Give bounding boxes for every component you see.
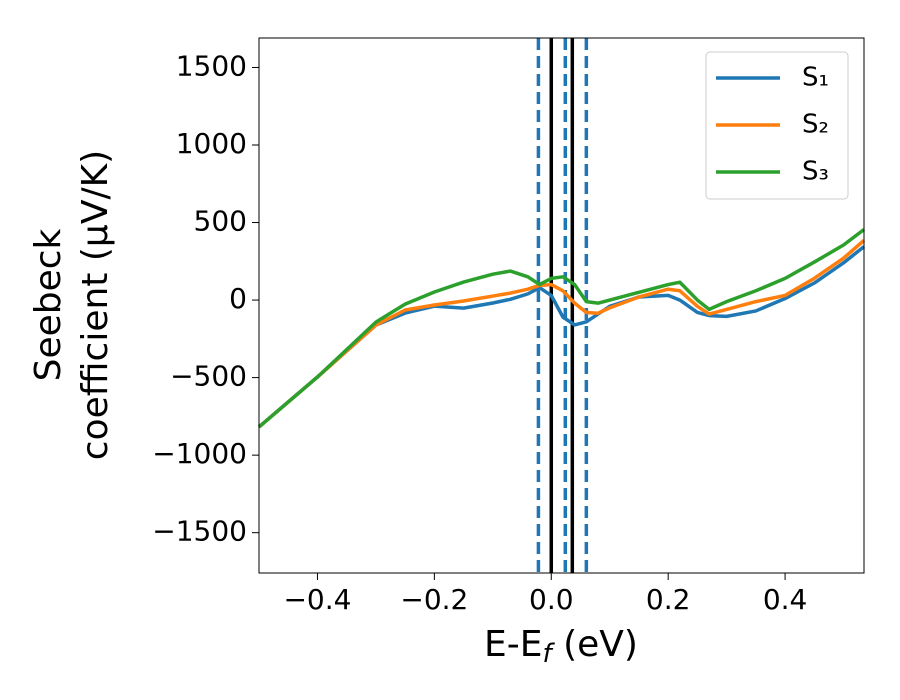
series-line xyxy=(257,239,866,429)
legend-label: S₃ xyxy=(802,157,829,187)
x-tick-label: 0.2 xyxy=(646,583,691,616)
x-tick-label: −0.2 xyxy=(400,583,468,616)
series-line xyxy=(257,245,866,429)
y-tick-label: 1500 xyxy=(176,49,247,82)
x-label-unit: (eV) xyxy=(552,624,638,665)
series-line xyxy=(257,228,866,429)
y-tick-label: −1000 xyxy=(152,437,247,470)
y-tick-label: −1500 xyxy=(152,515,247,548)
y-axis-label: coefficient (μV/K) xyxy=(75,150,116,460)
x-tick-label: 0.0 xyxy=(529,583,574,616)
y-tick-label: 500 xyxy=(194,205,247,238)
y-tick-label: 1000 xyxy=(176,127,247,160)
x-tick-label: −0.4 xyxy=(283,583,351,616)
axes-frame xyxy=(258,37,865,574)
y-tick-label: 0 xyxy=(229,282,247,315)
legend-label: S₁ xyxy=(802,63,829,93)
legend-label: S₂ xyxy=(802,110,829,140)
x-tick-label: 0.4 xyxy=(763,583,808,616)
y-axis-label: Seebeck xyxy=(28,228,69,381)
x-label-main: E-E xyxy=(484,624,542,665)
x-axis-label: E-Ef (eV) xyxy=(484,624,638,669)
plot-area xyxy=(257,38,866,573)
y-tick-label: −500 xyxy=(170,360,247,393)
